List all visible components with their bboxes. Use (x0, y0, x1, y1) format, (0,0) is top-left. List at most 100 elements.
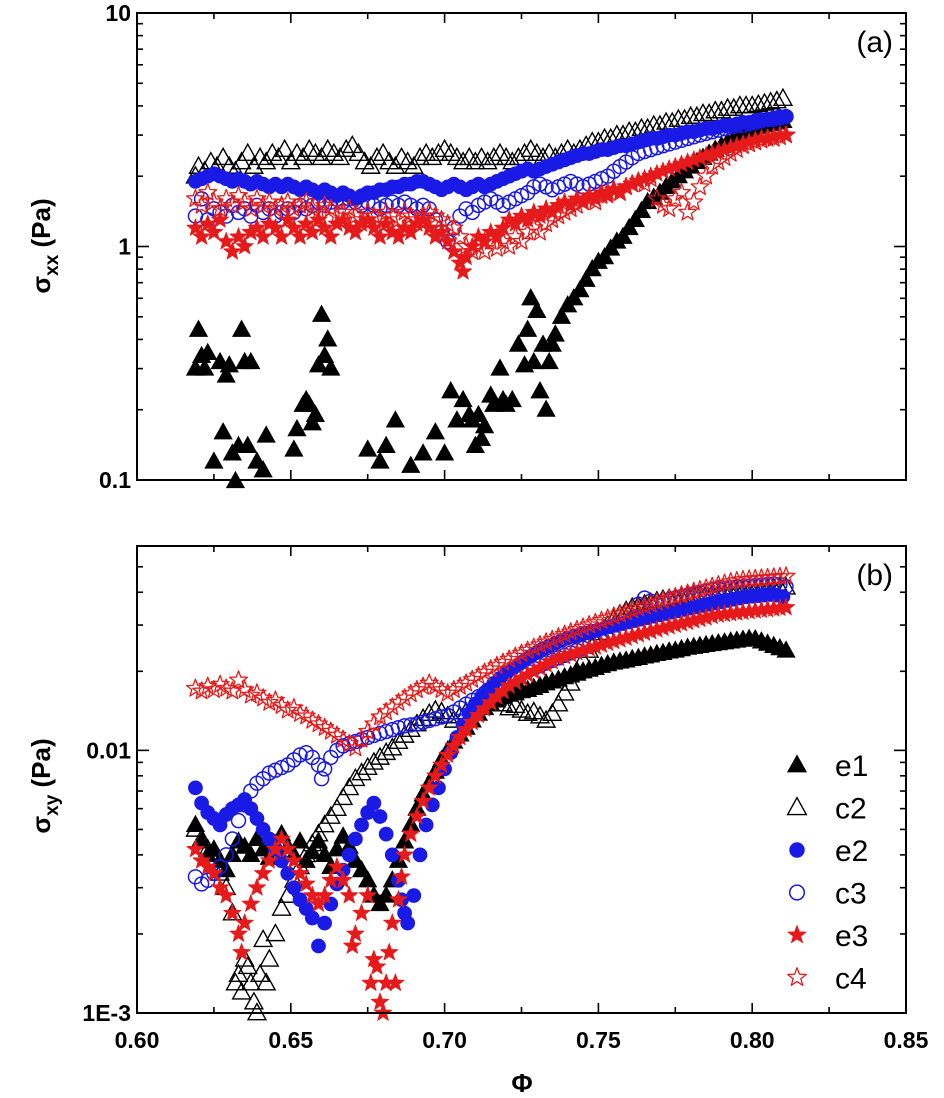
data-point-c4 (290, 195, 310, 214)
data-point-c2 (465, 151, 486, 170)
data-point-e2 (412, 847, 428, 863)
data-point-c4 (561, 622, 581, 641)
data-point-e1 (370, 451, 390, 469)
data-point-e1 (524, 351, 544, 370)
data-point-c4 (647, 592, 667, 611)
data-point-e3 (389, 227, 408, 245)
data-point-e2 (304, 910, 320, 926)
data-point-c2 (535, 709, 557, 728)
data-point-e3 (361, 973, 380, 991)
data-point-c4 (204, 679, 224, 699)
data-point-c3 (606, 163, 622, 179)
data-point-c4 (395, 688, 415, 707)
data-point-c2 (345, 767, 366, 787)
data-point-c2 (711, 100, 732, 119)
data-point-c4 (407, 679, 427, 699)
data-point-c2 (428, 142, 449, 161)
data-point-c2 (296, 844, 317, 863)
data-point-c4 (776, 125, 796, 144)
data-point-c4 (198, 182, 218, 201)
data-point-c4 (481, 659, 501, 678)
data-point-e1 (631, 200, 652, 219)
data-point-e3 (232, 942, 251, 961)
data-point-e1 (527, 300, 547, 318)
data-point-c4 (684, 192, 704, 211)
data-point-e3 (204, 863, 224, 882)
data-point-e3 (223, 242, 242, 260)
panel-a-ylabel-sub: xx (42, 254, 63, 276)
data-point-e1 (351, 859, 372, 878)
data-point-c4 (468, 666, 488, 685)
legend-marker-c2 (786, 796, 808, 816)
data-point-c4 (499, 649, 519, 668)
data-point-c4 (770, 566, 790, 585)
data-point-c3 (236, 797, 253, 813)
x-tick-label: 0.80 (730, 1027, 775, 1053)
data-point-e3 (210, 210, 230, 228)
data-point-c2 (369, 746, 391, 765)
panel-a-ylabel: σxx (Pa) (26, 198, 63, 293)
data-point-e3 (284, 851, 304, 869)
data-point-e3 (204, 222, 224, 241)
data-point-e1 (204, 451, 224, 469)
data-point-e3 (364, 218, 383, 236)
data-point-e1 (195, 358, 215, 376)
data-point-e3 (217, 885, 236, 904)
legend-label-c2: c2 (835, 793, 867, 826)
data-point-e3 (235, 913, 254, 931)
data-point-e1 (453, 389, 473, 408)
data-point-c4 (727, 139, 747, 158)
data-point-e1 (311, 304, 332, 322)
data-point-e3 (272, 829, 291, 847)
data-point-c4 (462, 669, 482, 688)
data-point-e3 (395, 845, 414, 863)
data-point-c4 (696, 166, 716, 185)
data-point-c2 (274, 138, 295, 157)
data-point-c2 (772, 87, 794, 106)
data-point-c4 (499, 236, 519, 255)
data-point-e2 (188, 780, 203, 796)
data-point-e3 (358, 885, 377, 904)
data-point-e1 (576, 269, 596, 287)
data-point-c4 (567, 195, 587, 214)
data-point-c2 (197, 838, 218, 857)
data-point-e1 (299, 394, 319, 412)
data-point-c2 (351, 762, 372, 781)
data-point-c4 (610, 604, 630, 623)
legend-label-c4: c4 (835, 963, 867, 996)
data-point-e1 (318, 329, 338, 347)
legend-item-c3: c3 (788, 878, 867, 911)
data-point-c3 (729, 117, 745, 134)
data-point-e3 (420, 218, 439, 236)
legend-item-e3: e3 (787, 920, 868, 953)
data-point-e1 (188, 319, 209, 337)
data-point-e2 (372, 809, 388, 824)
data-point-c2 (416, 142, 437, 161)
y-tick-label: 0.01 (86, 737, 131, 763)
data-point-e3 (210, 878, 230, 896)
legend-item-c2: c2 (786, 793, 867, 826)
data-point-c3 (396, 718, 413, 734)
data-point-e2 (384, 847, 400, 863)
data-point-e3 (389, 890, 408, 908)
data-point-c4 (192, 681, 212, 700)
data-point-e3 (241, 894, 260, 912)
data-point-c3 (313, 770, 330, 787)
data-point-c2 (253, 928, 274, 948)
data-point-c2 (249, 963, 271, 983)
data-point-c3 (224, 831, 241, 847)
data-point-c4 (450, 226, 470, 245)
data-point-c3 (759, 111, 776, 128)
data-point-c4 (758, 128, 778, 147)
panel-b: 0.60 0.65 0.70 0.75 0.80 0.85 1E-3 0.01 (b) σxy… (26, 545, 929, 1098)
data-point-c4 (444, 679, 464, 699)
data-point-e3 (247, 878, 267, 896)
data-point-c4 (751, 130, 771, 149)
data-point-e3 (290, 227, 310, 245)
data-point-e3 (444, 736, 463, 754)
data-point-c3 (735, 117, 751, 134)
data-point-e3 (186, 218, 205, 236)
data-point-c4 (493, 652, 513, 671)
data-point-e1 (376, 435, 396, 453)
legend-label-e2: e2 (835, 835, 868, 868)
